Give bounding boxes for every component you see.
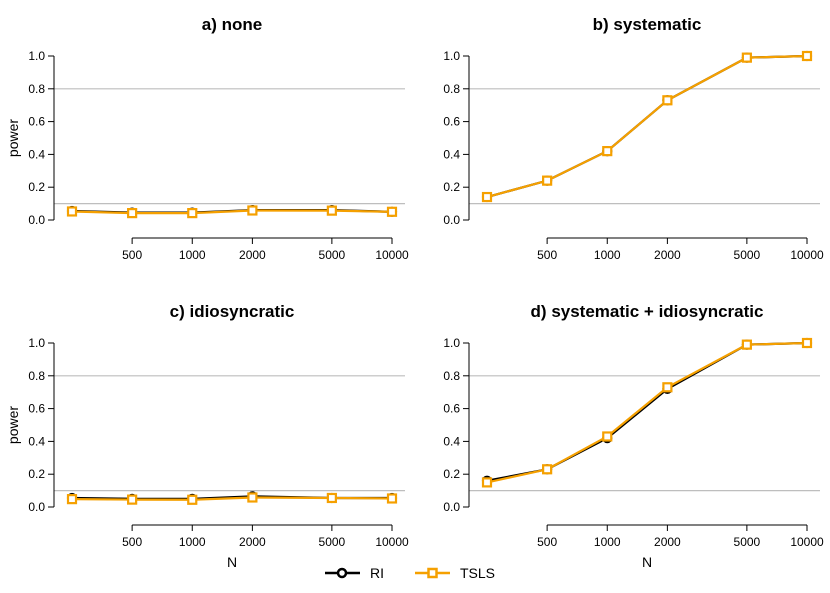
data-point-tsls (127, 494, 138, 505)
data-point-tsls (187, 208, 198, 219)
panel-title: b) systematic (593, 15, 702, 34)
data-point-tsls (127, 208, 138, 219)
y-tick-label: 0.0 (443, 500, 460, 514)
series-line-ri (486, 54, 808, 199)
data-point-tsls (741, 339, 752, 350)
data-point-tsls (481, 191, 493, 203)
y-tick-label: 0.4 (443, 434, 460, 448)
data-point-tsls (741, 52, 752, 63)
data-point-tsls (326, 492, 337, 504)
x-tick-label: 1000 (179, 535, 206, 549)
x-axis-label: N (642, 554, 652, 570)
data-point-tsls (386, 206, 398, 217)
y-tick-label: 1.0 (443, 49, 460, 63)
x-tick-label: 1000 (179, 248, 206, 262)
data-point-tsls (247, 205, 258, 216)
y-axis-label: power (5, 406, 21, 444)
x-tick-label: 5000 (319, 248, 346, 262)
y-tick-label: 1.0 (443, 336, 460, 350)
x-tick-label: 2000 (654, 248, 681, 262)
data-point-tsls (187, 494, 198, 505)
y-tick-label: 1.0 (28, 49, 45, 63)
data-point-tsls (602, 431, 613, 442)
panel-title: a) none (202, 15, 262, 34)
x-tick-label: 2000 (239, 248, 266, 262)
y-tick-label: 0.6 (28, 402, 45, 416)
x-tick-label: 10000 (790, 535, 824, 549)
series-line-tsls (71, 209, 393, 215)
data-point-tsls (66, 206, 78, 217)
y-tick-label: 0.6 (28, 115, 45, 129)
series-line-tsls (486, 341, 808, 484)
series-line-tsls (486, 54, 808, 199)
chart-panel-1: a) none 0.0 0.2 0.4 0.6 0.8 1.0 power 500 1000 200… (5, 15, 409, 262)
panel-title: d) systematic + idiosyncratic (531, 302, 764, 321)
y-tick-label: 0.4 (28, 434, 45, 448)
chart-panel-2: b) systematic 0.0 0.2 0.4 0.6 0.8 1.0 500 1000 20… (443, 15, 824, 262)
legend: RI TSLS (325, 565, 495, 581)
y-axis-label: power (5, 119, 21, 157)
x-tick-label: 5000 (319, 535, 346, 549)
legend-ri-label: RI (370, 565, 384, 581)
series-line-ri (486, 341, 808, 482)
data-point-tsls (542, 464, 553, 475)
data-point-tsls (801, 337, 813, 349)
legend-tsls-label: TSLS (460, 565, 495, 581)
x-tick-label: 1000 (594, 535, 621, 549)
y-tick-label: 0.6 (443, 402, 460, 416)
x-tick-label: 500 (537, 535, 557, 549)
y-tick-label: 1.0 (28, 336, 45, 350)
x-tick-label: 10000 (375, 248, 409, 262)
x-tick-label: 5000 (734, 535, 761, 549)
chart-panel-4: d) systematic + idiosyncratic 0.0 0.2 0.4 0.… (443, 302, 824, 570)
y-tick-label: 0.8 (28, 369, 45, 383)
data-point-tsls (602, 146, 613, 157)
x-tick-label: 5000 (734, 248, 761, 262)
y-tick-label: 0.2 (443, 467, 460, 481)
y-tick-label: 0.0 (443, 213, 460, 227)
legend-tsls-marker (427, 567, 438, 579)
data-point-tsls (662, 95, 673, 106)
y-tick-label: 0.0 (28, 213, 45, 227)
panel-title: c) idiosyncratic (170, 302, 295, 321)
data-point-tsls (247, 492, 258, 503)
x-tick-label: 2000 (239, 535, 266, 549)
data-point-tsls (386, 493, 398, 504)
y-tick-label: 0.8 (443, 82, 460, 96)
x-tick-label: 10000 (375, 535, 409, 549)
x-tick-label: 10000 (790, 248, 824, 262)
y-tick-label: 0.4 (28, 147, 45, 161)
y-tick-label: 0.8 (443, 369, 460, 383)
y-tick-label: 0.4 (443, 147, 460, 161)
data-point-tsls (542, 175, 553, 186)
x-tick-label: 500 (122, 248, 142, 262)
y-tick-label: 0.2 (28, 467, 45, 481)
series-line-tsls (71, 496, 393, 501)
y-tick-label: 0.2 (443, 180, 460, 194)
data-point-tsls (481, 477, 493, 488)
y-tick-label: 0.2 (28, 180, 45, 194)
y-tick-label: 0.6 (443, 115, 460, 129)
x-tick-label: 1000 (594, 248, 621, 262)
legend-ri-marker (336, 567, 348, 579)
x-axis-label: N (227, 554, 237, 570)
y-tick-label: 0.8 (28, 82, 45, 96)
x-tick-label: 500 (122, 535, 142, 549)
chart-panel-3: c) idiosyncratic 0.0 0.2 0.4 0.6 0.8 1.0 power 5… (5, 302, 409, 570)
data-point-tsls (801, 50, 813, 62)
x-tick-label: 500 (537, 248, 557, 262)
y-tick-label: 0.0 (28, 500, 45, 514)
x-tick-label: 2000 (654, 535, 681, 549)
data-point-tsls (66, 494, 78, 505)
data-point-tsls (326, 205, 337, 216)
data-point-tsls (662, 382, 673, 393)
